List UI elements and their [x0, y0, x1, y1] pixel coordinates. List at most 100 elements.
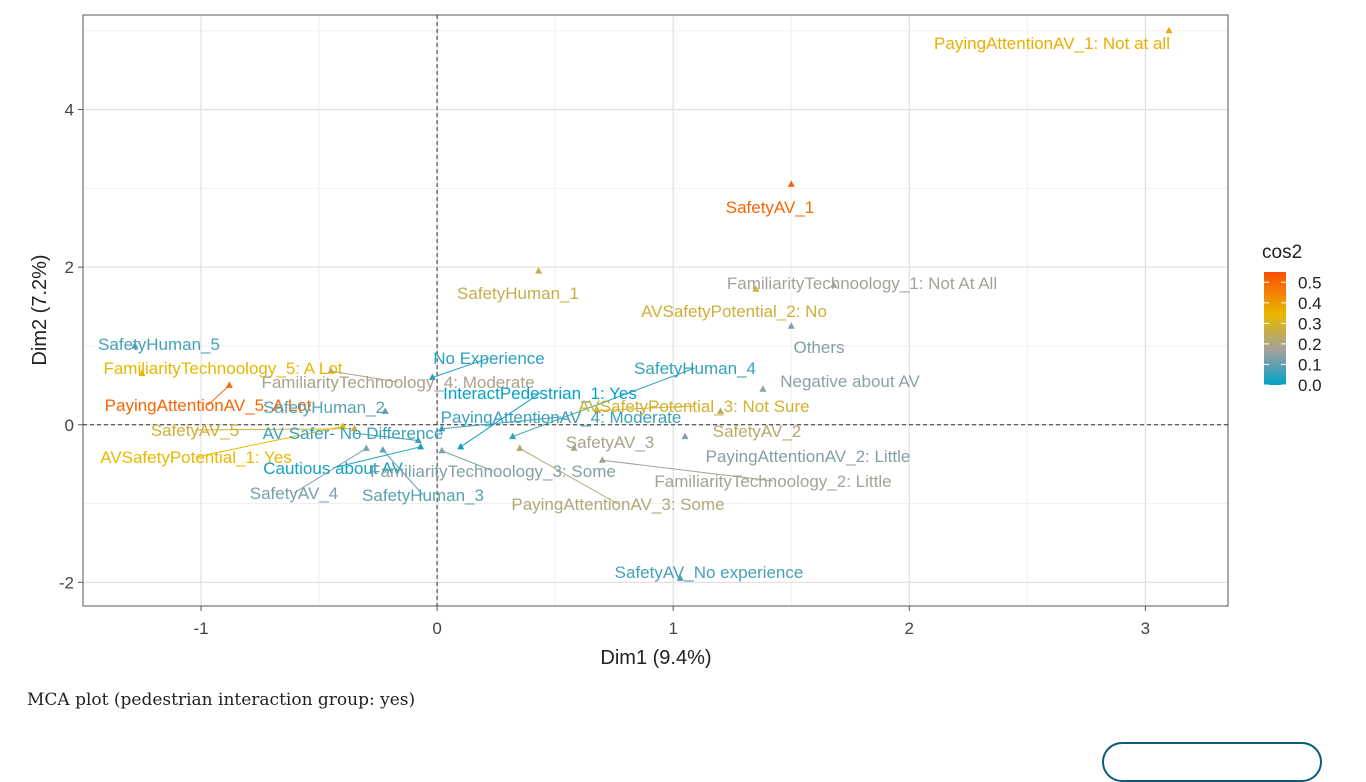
point-label: SafetyAV_1 [726, 198, 815, 217]
label-connector [512, 367, 696, 438]
data-point [417, 442, 425, 450]
legend-tick-label: 0.4 [1298, 294, 1322, 313]
data-point [327, 367, 335, 374]
label-connector [597, 405, 695, 412]
connector-lines [194, 357, 774, 505]
x-tick-label: -1 [193, 619, 208, 638]
point-label: AV Safer- No Difference [263, 424, 444, 443]
y-ticks: -2 0 2 4 [59, 101, 83, 592]
point-label: FamiliarityTechnoology_2: Little [654, 472, 891, 491]
point-label: Negative about AV [780, 372, 920, 391]
y-axis-label: Dim2 (7.2%) [29, 254, 51, 365]
label-connector [330, 370, 399, 383]
point-label: FamiliarityTechnoology_1: Not At All [727, 274, 997, 293]
label-connector [441, 416, 562, 430]
data-points [131, 26, 1173, 581]
data-point [438, 424, 446, 432]
point-label: PayingAttentionAV_2: Little [706, 447, 911, 466]
data-point [457, 442, 465, 450]
mca-chart: PayingAttentionAV_1: Not at all SafetyAV_… [29, 14, 1322, 669]
data-point [681, 432, 689, 440]
point-label: PayingAttentionAV_4: Moderate [441, 408, 682, 427]
label-connector [332, 446, 421, 469]
y-tick-label: 4 [65, 101, 74, 120]
plot-background [83, 15, 1228, 606]
point-label: SafetyAV_5 [151, 421, 240, 440]
legend-tick-label: 0.1 [1298, 355, 1322, 374]
legend-tick-label: 0.0 [1298, 376, 1322, 395]
data-point [516, 444, 524, 451]
point-label: SafetyHuman_5 [98, 335, 220, 354]
data-point [716, 407, 724, 414]
legend-colorbar [1264, 272, 1286, 385]
data-point [1165, 26, 1173, 34]
label-connector [460, 392, 541, 448]
point-label: SafetyAV_3 [566, 433, 655, 452]
label-connector [441, 450, 494, 472]
label-connector [195, 425, 343, 458]
data-point [509, 432, 517, 440]
point-label: SafetyHuman_3 [362, 486, 484, 505]
point-labels: PayingAttentionAV_1: Not at all SafetyAV_… [98, 34, 1170, 582]
color-legend: cos2 0.5 0.40.3 0.20.1 0.0 [1262, 242, 1322, 395]
data-point [379, 445, 387, 453]
figure-caption: MCA plot (pedestrian interaction group: … [27, 690, 416, 710]
point-label: FamiliarityTechnoology_4: Moderate [261, 373, 534, 392]
data-point [535, 267, 543, 274]
point-label: SafetyHuman_4 [634, 359, 756, 378]
data-point [787, 180, 795, 187]
data-point [830, 281, 838, 288]
y-tick-label: -2 [59, 573, 74, 592]
legend-tick-label: 0.5 [1298, 273, 1322, 292]
point-label: PayingAttentionAV_5: A Lot [105, 396, 312, 415]
data-point [598, 456, 606, 463]
label-connector [519, 447, 619, 505]
legend-title: cos2 [1262, 242, 1302, 263]
y-tick-label: 0 [65, 416, 74, 435]
data-point [225, 381, 233, 388]
reference-lines [83, 15, 1228, 606]
data-point [339, 422, 347, 429]
label-connector [432, 357, 490, 378]
point-label: AVSafetyPotential_1: Yes [100, 448, 292, 467]
point-label: Cautious about AV [263, 459, 403, 478]
data-point [350, 424, 358, 432]
legend-tick-label: 0.3 [1298, 314, 1322, 333]
x-tick-label: 2 [905, 619, 914, 638]
label-connector [602, 459, 774, 482]
data-point [752, 285, 760, 292]
data-point [414, 436, 422, 444]
data-point [131, 341, 139, 349]
point-label: SafetyAV_2 [713, 422, 802, 441]
point-label: No Experience [433, 349, 545, 368]
point-label: SafetyAV_4 [250, 484, 339, 503]
label-connector [293, 447, 367, 494]
data-point [381, 407, 389, 414]
x-axis-label: Dim1 (9.4%) [600, 647, 711, 669]
label-connector [382, 449, 424, 496]
point-label: SafetyAV_No experience [615, 563, 804, 582]
point-label: AVSafetyPotential_3: Not Sure [578, 397, 809, 416]
data-point [138, 369, 146, 377]
x-tick-label: 0 [432, 619, 441, 638]
point-label: PayingAttentionAV_1: Not at all [934, 34, 1170, 53]
y-tick-label: 2 [65, 258, 74, 277]
point-label: PayingAttentionAV_3: Some [511, 495, 724, 514]
x-ticks: -1 0 1 2 3 [193, 606, 1150, 638]
data-point [787, 322, 795, 329]
label-connector [352, 432, 419, 442]
data-point [362, 444, 370, 451]
point-label: AVSafetyPotential_2: No [641, 302, 827, 321]
corner-button[interactable] [1102, 742, 1322, 782]
x-tick-label: 1 [668, 619, 677, 638]
point-label: Others [793, 338, 844, 357]
point-label: FamiliarityTechnoology_3: Some [370, 462, 616, 481]
point-label: SafetyHuman_1 [457, 284, 579, 303]
data-point [676, 574, 684, 581]
label-connector [207, 384, 230, 406]
x-tick-label: 3 [1141, 619, 1150, 638]
plot-panel [82, 14, 1229, 607]
data-point [759, 385, 767, 392]
data-point [428, 373, 436, 380]
point-label: InteractPedestrian_1: Yes [443, 384, 637, 403]
